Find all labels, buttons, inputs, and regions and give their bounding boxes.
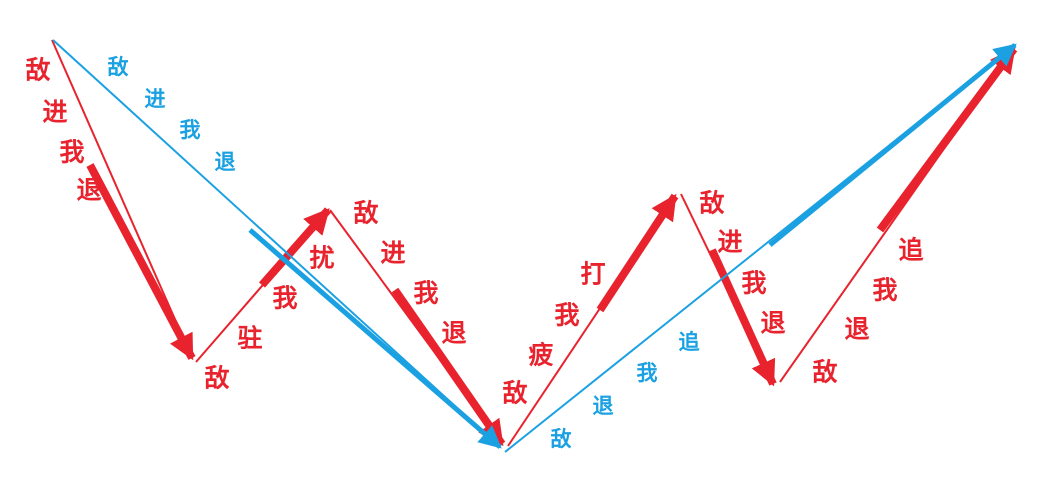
red-label-4-char-2: 疲 [528,341,553,370]
red-arrow-5-descending-arrow [708,248,777,387]
red-label-4-char-3: 我 [554,301,579,330]
red-arrow-2-ascending-arrow [258,207,332,288]
blue-label-1-char-1: 敌 [108,55,129,79]
red-label-6-char-1: 敌 [812,358,837,387]
red-label-5-char-2: 进 [717,228,742,257]
red-label-2-char-4: 扰 [309,244,334,273]
red-thin-lines [51,39,1015,447]
red-arrow-6-ascending-arrow [876,46,1018,233]
red-arrow-1-descending-line [51,39,193,359]
red-arrow-4-ascending-arrow [596,193,679,313]
red-label-2-char-2: 驻 [237,324,262,353]
red-label-3-char-1: 敌 [353,199,378,228]
blue-line-ascending-thick [768,43,1017,247]
red-label-3-char-2: 进 [380,239,405,268]
red-label-3-char-4: 退 [441,319,466,348]
red-label-4-char-4: 打 [580,260,605,289]
red-thick-arrows [86,46,1018,447]
red-label-5-char-4: 退 [760,309,785,338]
blue-path [52,39,1017,453]
red-label-6-char-4: 追 [898,236,923,265]
red-arrow-3-descending-arrow [391,287,506,447]
red-label-3-char-3: 我 [413,279,438,308]
red-label-1-char-2: 进 [42,98,67,127]
red-arrow-1-descending-arrow [86,163,196,361]
red-label-1-char-1: 敌 [25,56,50,85]
blue-label-2-char-1: 敌 [551,427,572,451]
blue-label-2-char-4: 追 [679,330,701,354]
blue-label-1-char-2: 进 [145,87,166,111]
red-label-6-char-3: 我 [872,276,897,305]
red-label-1-char-3: 我 [59,138,84,167]
blue-label-1-char-3: 我 [180,118,201,142]
red-label-6-char-2: 退 [844,315,869,344]
red-label-4-char-1: 敌 [502,379,527,408]
blue-label-2-char-3: 我 [637,361,658,385]
blue-label-2-char-2: 退 [593,394,614,418]
blue-label-1-char-4: 退 [215,150,236,174]
red-label-2-char-3: 我 [272,284,297,313]
red-label-2-char-1: 敌 [204,364,229,393]
red-label-5-char-3: 我 [741,269,766,298]
red-label-5-char-1: 敌 [699,189,724,218]
blue-line-descending-thick [248,228,502,449]
red-label-1-char-4: 退 [76,176,101,205]
